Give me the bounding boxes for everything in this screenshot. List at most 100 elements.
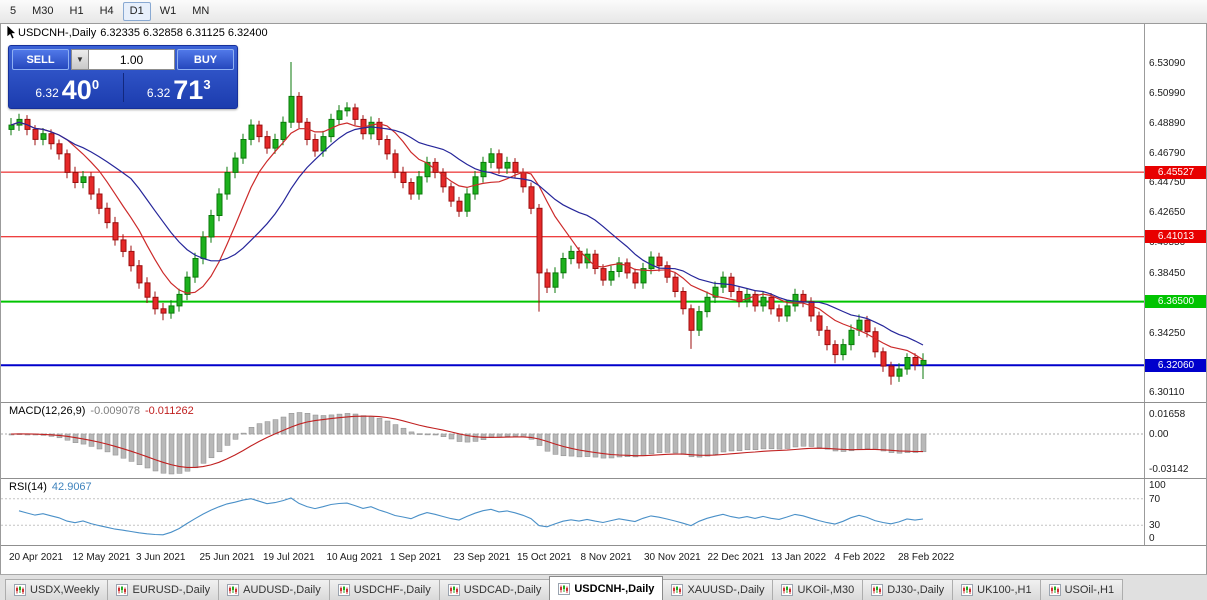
rsi-canvas[interactable] [1, 479, 1144, 545]
date-axis-label: 3 Jun 2021 [136, 552, 186, 563]
timeframe-button-d1[interactable]: D1 [122, 2, 151, 21]
rsi-axis-label: 30 [1149, 520, 1161, 532]
price-axis-label: 6.30110 [1149, 387, 1185, 399]
chart-icon [337, 584, 350, 596]
chart-icon [116, 584, 129, 596]
timeframe-toolbar: 5 M30 H1 H4 D1 W1 MN [0, 0, 1207, 24]
rsi-axis-label: 0 [1149, 533, 1155, 544]
chart-icon [558, 582, 571, 595]
chart-ohlc-values: 6.32335 6.32858 6.31125 6.32400 [100, 27, 268, 39]
date-axis-label: 13 Jan 2022 [771, 552, 827, 563]
price-axis-label: 6.53090 [1149, 57, 1186, 69]
timeframe-button-w1[interactable]: W1 [159, 5, 177, 17]
price-axis-separator [1144, 24, 1145, 402]
price-level-badge: 6.45527 [1145, 165, 1206, 179]
date-axis: 20 Apr 2021 12 May 2021 3 Jun 2021 25 Jun 2… [1, 546, 1206, 574]
rsi-axis-separator [1144, 479, 1145, 545]
price-axis-label: 6.42650 [1149, 207, 1186, 219]
timeframe-button-h1[interactable]: H1 [69, 5, 84, 17]
date-axis-label: 12 May 2021 [72, 552, 131, 563]
price-chart-canvas[interactable] [1, 24, 1144, 402]
chart-tab-label: DJ30-,Daily [887, 584, 945, 596]
chart-icon [1048, 584, 1061, 596]
chart-icon [671, 584, 684, 596]
price-axis-label: 6.34250 [1149, 327, 1186, 339]
chart-tab-usdcnh-daily[interactable]: USDCNH-,Daily [549, 576, 664, 600]
chart-tab-xauusd-daily[interactable]: XAUUSD-,Daily [662, 579, 774, 600]
chart-tab-label: XAUUSD-,Daily [687, 584, 765, 596]
price-level-badge: 6.32060 [1145, 358, 1206, 372]
chart-tab-audusd-daily[interactable]: AUDUSD-,Daily [218, 579, 330, 600]
timeframe-button-h4[interactable]: H4 [99, 5, 114, 17]
chart-window: USDCNH-,Daily 6.32335 6.32858 6.31125 6.3… [0, 23, 1207, 575]
macd-axis-label: 0.00 [1149, 429, 1169, 440]
chart-tab-usdcad-daily[interactable]: USDCAD-,Daily [438, 579, 551, 600]
price-divider [122, 73, 124, 102]
price-axis-label: 6.48890 [1149, 117, 1186, 129]
price-axis-label: 6.46790 [1149, 147, 1186, 159]
chart-icon [871, 584, 884, 596]
chart-tab-label: AUDUSD-,Daily [243, 584, 321, 596]
chart-tab-label: USOil-,H1 [1064, 584, 1115, 596]
chart-icon [961, 584, 974, 596]
sell-button[interactable]: SELL [12, 49, 69, 70]
chart-icon [14, 584, 26, 596]
chart-tab-label: USDCNH-,Daily [574, 582, 655, 595]
price-level-badge: 6.36500 [1145, 295, 1206, 309]
macd-pane: MACD(12,26,9) -0.009078 -0.011262 0.01658 0… [1, 403, 1206, 479]
chart-tab-bar: USDX,Weekly EURUSD-,Daily AUDUSD-,Daily USD… [0, 574, 1207, 600]
rsi-axis-label: 100 [1149, 480, 1166, 491]
chart-tab-label: UK100-,H1 [977, 584, 1032, 596]
macd-label: MACD(12,26,9) -0.009078 -0.011262 [9, 405, 194, 417]
chart-tab-usoil-h1[interactable]: USOil-,H1 [1039, 579, 1124, 600]
chart-tab-eurusd-daily[interactable]: EURUSD-,Daily [107, 579, 220, 600]
macd-axis-label: -0.03142 [1149, 464, 1189, 475]
price-chart-pane: USDCNH-,Daily 6.32335 6.32858 6.31125 6.3… [1, 24, 1206, 403]
buy-button[interactable]: BUY [177, 49, 234, 70]
sell-price: 6.32 40 0 [35, 75, 100, 105]
timeframe-button-5[interactable]: 5 [10, 5, 17, 17]
price-axis-label: 6.50990 [1149, 87, 1186, 99]
chart-icon [781, 584, 794, 596]
date-axis-label: 22 Dec 2021 [707, 552, 765, 563]
chart-tab-label: UKOil-,M30 [797, 584, 855, 596]
chart-tab-usdchf-daily[interactable]: USDCHF-,Daily [328, 579, 440, 600]
chart-icon [447, 584, 460, 596]
one-click-trade-panel: SELL ▼ 1.00 BUY 6.32 40 0 6.32 71 3 [8, 45, 238, 109]
date-axis-label: 8 Nov 2021 [580, 552, 632, 563]
rsi-pane: RSI(14) 42.9067 100 70 30 0 [1, 479, 1206, 546]
timeframe-button-mn[interactable]: MN [192, 5, 210, 17]
date-axis-label: 20 Apr 2021 [9, 552, 63, 563]
date-axis-label: 19 Jul 2021 [263, 552, 315, 563]
chart-tab-label: USDCAD-,Daily [463, 584, 542, 596]
price-level-badge: 6.41013 [1145, 230, 1206, 244]
chart-tab-ukoil-m30[interactable]: UKOil-,M30 [772, 579, 864, 600]
date-axis-label: 23 Sep 2021 [453, 552, 511, 563]
chart-title: USDCNH-,Daily 6.32335 6.32858 6.31125 6.3… [18, 27, 268, 39]
date-axis-label: 1 Sep 2021 [390, 552, 442, 563]
chart-tab-usdx-weekly[interactable]: USDX,Weekly [5, 579, 109, 600]
date-axis-label: 15 Oct 2021 [517, 552, 572, 563]
chart-tab-uk100-h1[interactable]: UK100-,H1 [952, 579, 1041, 600]
price-axis-label: 6.44750 [1149, 177, 1186, 189]
volume-dropdown-icon[interactable]: ▼ [71, 49, 89, 70]
price-axis-label: 6.38450 [1149, 267, 1186, 279]
chart-tab-label: EURUSD-,Daily [132, 584, 211, 596]
date-axis-label: 30 Nov 2021 [644, 552, 701, 563]
chart-tab-dj30-daily[interactable]: DJ30-,Daily [862, 579, 954, 600]
buy-price: 6.32 71 3 [146, 75, 211, 105]
chart-tab-label: USDX,Weekly [30, 584, 100, 596]
rsi-label: RSI(14) 42.9067 [9, 481, 92, 493]
date-axis-label: 10 Aug 2021 [326, 552, 383, 563]
date-axis-label: 25 Jun 2021 [199, 552, 255, 563]
macd-axis-separator [1144, 403, 1145, 478]
rsi-axis-label: 70 [1149, 493, 1161, 505]
chart-symbol: USDCNH-,Daily [18, 27, 97, 39]
cursor-arrow-icon [6, 25, 17, 40]
volume-input[interactable]: 1.00 [89, 49, 175, 70]
timeframe-button-m30[interactable]: M30 [32, 5, 54, 17]
chart-icon [227, 584, 240, 596]
volume-field: ▼ 1.00 [71, 49, 175, 70]
macd-axis-label: 0.01658 [1149, 409, 1186, 420]
macd-canvas[interactable] [1, 403, 1144, 478]
